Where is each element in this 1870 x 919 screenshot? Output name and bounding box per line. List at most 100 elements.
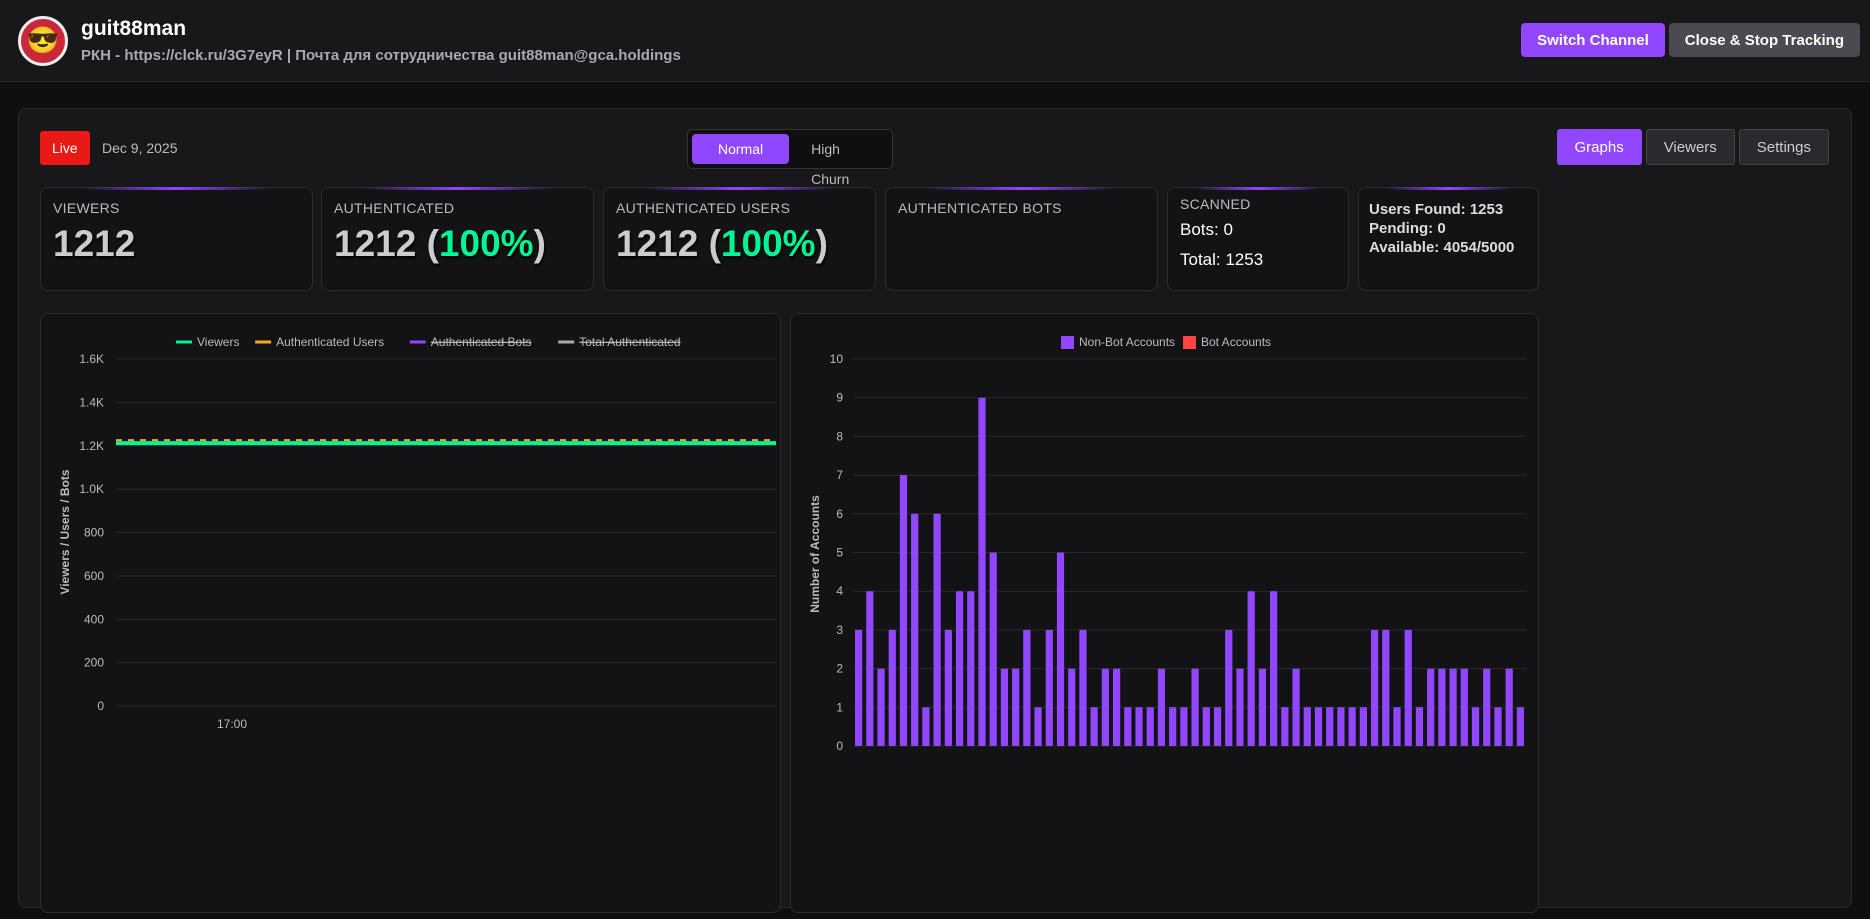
bar xyxy=(1012,668,1020,746)
y-tick-label: 0 xyxy=(97,699,104,713)
bar xyxy=(1157,668,1166,746)
legend-item: Bot Accounts xyxy=(1201,335,1271,349)
legend-swatch xyxy=(1061,336,1074,349)
legend-swatch xyxy=(1183,336,1196,349)
y-tick-label: 3 xyxy=(836,623,843,637)
legend-item: Non-Bot Accounts xyxy=(1079,335,1175,349)
bar xyxy=(922,707,930,746)
viewers-value: 1212 xyxy=(53,223,136,264)
y-tick-label: 7 xyxy=(836,468,843,482)
bar xyxy=(1460,668,1468,746)
bar xyxy=(1516,707,1524,746)
close-stop-tracking-button[interactable]: Close & Stop Tracking xyxy=(1668,23,1860,57)
y-tick-label: 8 xyxy=(836,429,843,443)
bar xyxy=(1068,668,1076,746)
y-tick-label: 800 xyxy=(84,526,104,540)
y-tick-label: 9 xyxy=(836,391,843,405)
bar xyxy=(877,668,885,746)
tab-graphs[interactable]: Graphs xyxy=(1556,129,1642,165)
bar xyxy=(1494,707,1502,746)
bar xyxy=(1236,668,1244,746)
bar xyxy=(1505,668,1513,746)
bar xyxy=(1359,707,1367,746)
bar xyxy=(955,591,964,746)
bar xyxy=(866,591,874,746)
card-label: AUTHENTICATED BOTS xyxy=(898,200,1062,216)
bar xyxy=(1303,707,1311,746)
bar xyxy=(1180,707,1188,746)
y-tick-label: 200 xyxy=(84,656,104,670)
bar xyxy=(1202,707,1210,746)
bar xyxy=(1438,668,1446,746)
bar xyxy=(1034,707,1042,746)
y-tick-label: 6 xyxy=(836,507,843,521)
bar xyxy=(1225,629,1233,746)
card-label: AUTHENTICATED xyxy=(334,200,455,216)
bar xyxy=(1079,629,1087,746)
bar xyxy=(944,629,952,746)
y-tick-label: 400 xyxy=(84,612,104,626)
tab-settings[interactable]: Settings xyxy=(1738,129,1829,165)
x-tick-label: 17:00 xyxy=(217,717,247,731)
channel-description: РКН - https://clck.ru/3G7eyR | Почта для… xyxy=(81,47,681,64)
bar xyxy=(911,513,919,746)
bar xyxy=(1169,707,1177,746)
bar xyxy=(1258,668,1267,746)
viewers-line-chart: 0 200 400 600 800 1.0K 1.2K 1.4K 1.6K 17:00 Viewer… xyxy=(40,313,781,913)
bar xyxy=(1393,707,1401,746)
bar xyxy=(1247,591,1255,746)
y-tick-label: 10 xyxy=(830,352,844,366)
channel-header: 😎 guit88man РКН - https://clck.ru/3G7eyR… xyxy=(0,0,1870,82)
bar xyxy=(967,591,975,746)
users-found-card: Users Found: 1253 Pending: 0 Available: … xyxy=(1358,187,1539,291)
bar xyxy=(1449,668,1457,746)
bar xyxy=(1483,668,1491,746)
bar xyxy=(933,513,941,746)
card-label: AUTHENTICATED USERS xyxy=(616,200,791,216)
channel-name: guit88man xyxy=(81,17,187,40)
y-tick-label: 1.2K xyxy=(79,439,104,453)
bar xyxy=(1348,707,1356,746)
legend-item: Viewers xyxy=(197,335,239,349)
bar xyxy=(1281,707,1289,746)
tab-viewers[interactable]: Viewers xyxy=(1645,129,1735,165)
pending: Pending: 0 xyxy=(1369,220,1446,237)
card-label: SCANNED xyxy=(1180,196,1251,212)
bar xyxy=(899,475,908,746)
bar xyxy=(1023,629,1031,746)
authenticated-bots-card: AUTHENTICATED BOTS xyxy=(885,187,1158,291)
y-tick-label: 600 xyxy=(84,569,104,583)
users-found: Users Found: 1253 xyxy=(1369,201,1504,218)
bar xyxy=(1337,707,1345,746)
avatar: 😎 xyxy=(18,15,68,66)
bar xyxy=(1270,591,1278,746)
bar xyxy=(989,552,997,746)
y-tick-label: 4 xyxy=(836,584,843,598)
bar xyxy=(978,397,986,746)
available: Available: 4054/5000 xyxy=(1369,239,1515,256)
switch-channel-button[interactable]: Switch Channel xyxy=(1521,23,1665,57)
mode-high-churn[interactable]: High Churn xyxy=(811,141,850,187)
scanned-card: SCANNED Bots: 0 Total: 1253 xyxy=(1167,187,1349,291)
bar xyxy=(1056,552,1065,746)
bar xyxy=(888,629,896,746)
legend-item: Authenticated Bots xyxy=(431,335,532,349)
legend-item: Authenticated Users xyxy=(276,335,384,349)
live-badge: Live xyxy=(40,131,90,165)
accounts-bar-chart: 0 1 2 3 4 5 6 7 8 9 10 Number of Accounts Non-Bot Ac… xyxy=(790,313,1539,913)
bar xyxy=(1191,668,1199,746)
mode-normal[interactable]: Normal xyxy=(692,134,790,164)
bar xyxy=(1314,707,1323,746)
authenticated-users-value: 1212 (100%) xyxy=(616,223,828,264)
bar xyxy=(1112,668,1121,746)
authenticated-card: AUTHENTICATED 1212 (100%) xyxy=(321,187,594,291)
y-tick-label: 1.0K xyxy=(79,482,104,496)
y-tick-label: 5 xyxy=(836,546,843,560)
y-tick-label: 0 xyxy=(836,739,843,753)
card-label: VIEWERS xyxy=(53,200,120,216)
bar xyxy=(855,629,863,746)
bar xyxy=(1045,629,1053,746)
bar xyxy=(1101,668,1109,746)
y-tick-label: 1.4K xyxy=(79,395,104,409)
y-tick-label: 1.6K xyxy=(79,352,104,366)
